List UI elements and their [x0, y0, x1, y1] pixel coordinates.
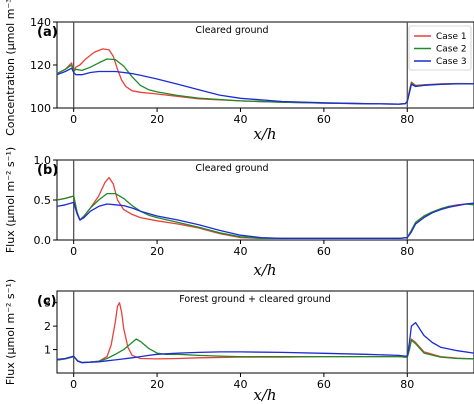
x-axis-label: x/h — [253, 261, 276, 279]
y-tick-label: 1 — [44, 344, 51, 357]
y-tick-label: 100 — [30, 102, 51, 115]
legend-label: Case 2 — [436, 45, 467, 55]
x-tick-label: 0 — [70, 245, 77, 258]
series-line-2 — [56, 58, 474, 105]
x-tick-label: 60 — [317, 245, 331, 258]
annotation: Forest ground + cleared ground — [179, 294, 331, 305]
annotation: Cleared ground — [195, 25, 268, 36]
y-tick-label: 140 — [30, 16, 51, 29]
axes-frame — [56, 290, 474, 374]
x-axis-label: x/h — [253, 386, 276, 404]
x-axis-label: x/h — [253, 125, 276, 143]
x-tick-label: 0 — [70, 378, 77, 391]
y-axis-label: Flux (μmol m⁻² s⁻¹) — [4, 147, 17, 253]
y-tick-label: 2 — [44, 320, 51, 333]
x-tick-label: 80 — [400, 113, 414, 126]
x-tick-label: 60 — [317, 113, 331, 126]
panel-a: 0 20 40 60 80 100 120 140(a) Cleared ground x/h Co… — [4, 0, 474, 143]
x-tick-label: 80 — [400, 378, 414, 391]
x-tick-label: 20 — [150, 378, 164, 391]
y-tick-label: 0.5 — [34, 194, 52, 207]
y-tick-label: 3 — [44, 297, 51, 310]
y-axis-label: Flux (μmol m⁻² s⁻¹) — [4, 279, 17, 385]
x-tick-label: 20 — [150, 245, 164, 258]
x-tick-label: 0 — [70, 113, 77, 126]
series-line-3 — [56, 201, 474, 240]
y-tick-label: 120 — [30, 59, 51, 72]
x-tick-label: 20 — [150, 113, 164, 126]
legend-box — [408, 25, 472, 71]
panel-label: (b) — [37, 163, 58, 178]
legend-label: Case 1 — [436, 32, 467, 42]
x-tick-label: 80 — [400, 245, 414, 258]
series-line-3 — [56, 67, 474, 105]
y-tick-label: 1.0 — [34, 154, 52, 167]
x-tick-label: 40 — [233, 378, 247, 391]
panel-b: 0 20 40 60 80 0.0 0.5 1.0(b) Cleared ground x/h Fl… — [4, 147, 474, 279]
y-axis-label: Concentration (μmol m⁻³) — [4, 0, 17, 136]
series-line-1 — [56, 302, 474, 364]
panel-label: (c) — [37, 294, 57, 309]
series-line-2 — [56, 192, 474, 240]
legend: Case 1 Case 2 Case 3 — [408, 25, 472, 71]
annotation: Cleared ground — [195, 163, 268, 174]
x-tick-label: 60 — [317, 378, 331, 391]
y-tick-label: 0.0 — [34, 234, 52, 247]
panel-c: 0 20 40 60 80 1 2 3(c) Forest ground + cleared g… — [4, 279, 474, 404]
x-tick-label: 40 — [233, 245, 247, 258]
x-tick-label: 40 — [233, 113, 247, 126]
panel-label: (a) — [37, 25, 58, 40]
legend-label: Case 3 — [436, 57, 467, 67]
series-line-3 — [56, 321, 474, 364]
